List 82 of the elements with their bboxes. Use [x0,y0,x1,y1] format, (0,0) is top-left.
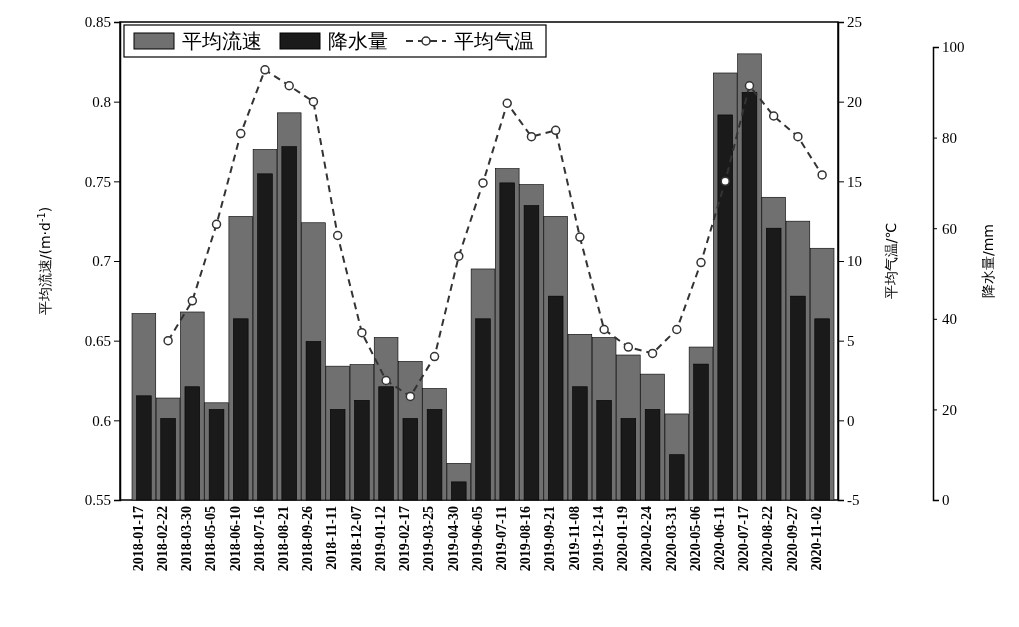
point [308,96,319,107]
x-tick-label: 2019-11-08 [566,506,582,571]
x-tick-label: 2018-08-21 [276,506,292,572]
y2-tick-label: 15 [847,173,862,190]
point [575,232,585,242]
y3-axis-title: 降水量/mm [980,224,996,298]
point [672,324,682,335]
x-tick-label: 2018-09-26 [300,506,316,572]
point [163,335,173,346]
x-tick-label: 2020-05-06 [687,506,703,572]
y3-tick-label: 80 [942,129,957,146]
y-tick-label: 0.8 [92,93,111,110]
y-tick-label: 0.85 [84,14,111,31]
point [793,131,803,142]
point [357,327,367,338]
point [526,131,537,142]
y3-tick-label: 40 [942,311,957,328]
point [768,111,779,121]
point [744,81,755,91]
x-tick-label: 2020-02-24 [639,506,655,572]
x-tick-label: 2018-07-16 [251,506,267,572]
point [236,128,246,139]
y2-tick-label: -5 [847,492,860,509]
point [405,391,416,402]
x-tick-label: 2019-09-21 [542,506,558,572]
y2-tick-label: 25 [847,14,862,31]
point [381,375,391,386]
x-tick-label: 2018-11-11 [324,506,340,570]
x-tick-label: 2020-09-27 [784,506,800,572]
x-tick-label: 2020-03-31 [663,506,679,572]
y-tick-label: 0.65 [84,332,111,349]
point [260,65,270,75]
y-tick-label: 0.55 [84,492,111,509]
point [284,81,294,91]
point [187,296,198,306]
y3-tick-label: 0 [942,492,950,509]
y3-tick-label: 60 [942,220,957,237]
y2-axis-title: 平均气温/℃ [883,222,899,300]
point [332,230,343,241]
y-tick-label: 0.7 [92,253,112,270]
x-tick-label: 2019-06-05 [469,506,485,572]
point [478,178,488,188]
legend-label: 平均气温 [454,29,534,53]
x-tick-label: 2019-01-12 [372,506,388,572]
x-tick-label: 2020-06-11 [712,506,728,571]
point [623,342,634,352]
x-tick-label: 2020-01-19 [615,506,631,572]
y-tick-label: 0.6 [92,412,112,429]
x-tick-label: 2019-08-16 [518,506,534,572]
x-tick-label: 2018-02-22 [154,506,170,572]
point [454,251,464,261]
x-tick-label: 2020-08-22 [760,506,776,572]
x-tick-label: 2018-05-05 [203,506,219,572]
y-tick-label: 0.75 [84,173,111,190]
point [599,324,609,335]
x-tick-label: 2019-07-11 [494,506,510,571]
point [550,125,561,136]
x-tick-label: 2020-11-02 [808,506,824,571]
y2-tick-label: 5 [847,332,855,349]
point [720,176,730,187]
point [502,98,512,108]
x-tick-label: 2019-04-30 [445,506,461,572]
legend-label: 平均流速 [182,29,262,53]
point [211,219,222,230]
x-tick-label: 2019-12-14 [590,506,606,572]
point [696,257,706,268]
point [429,351,440,362]
y3-tick-label: 20 [942,401,957,418]
point [817,170,827,180]
point [647,348,658,359]
y2-tick-label: 10 [847,253,862,270]
legend-label: 降水量 [328,29,388,53]
y2-tick-label: 0 [847,412,855,429]
x-tick-label: 2020-07-17 [736,506,752,572]
y2-tick-label: 20 [847,93,862,110]
y3-tick-label: 100 [942,39,965,56]
x-tick-label: 2018-06-10 [227,506,243,572]
x-tick-label: 2018-03-30 [179,506,195,572]
x-tick-label: 2018-01-17 [130,506,146,572]
x-tick-label: 2019-03-25 [421,506,437,572]
x-tick-label: 2018-12-07 [348,506,364,572]
x-tick-label: 2019-02-17 [397,506,413,572]
